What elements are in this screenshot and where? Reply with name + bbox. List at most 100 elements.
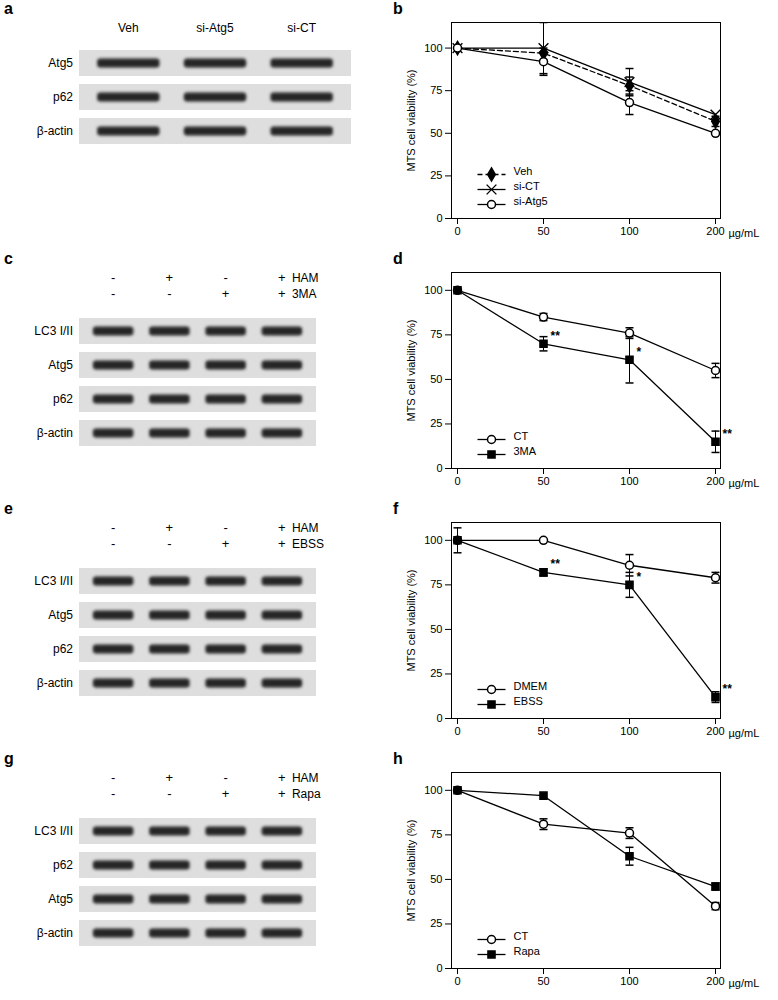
svg-text:3MA: 3MA [514,445,537,457]
svg-text:Veh: Veh [118,21,139,35]
svg-text:p62: p62 [53,642,73,656]
svg-text:LC3 I/II: LC3 I/II [34,824,73,838]
svg-text:**: ** [551,557,561,571]
svg-text:Rapa: Rapa [292,787,321,801]
svg-text:+: + [166,520,174,535]
svg-text:-: - [111,536,115,551]
svg-text:*: * [637,570,642,584]
svg-text:β-actin: β-actin [37,426,73,440]
svg-text:+: + [278,770,286,785]
svg-text:HAM: HAM [292,271,319,285]
svg-text:LC3 I/II: LC3 I/II [34,574,73,588]
svg-text:100: 100 [620,225,638,237]
svg-text:75: 75 [430,328,442,340]
svg-text:-: - [111,520,115,535]
svg-text:µg/mL: µg/mL [729,477,760,489]
svg-text:50: 50 [430,373,442,385]
svg-text:**: ** [723,682,733,696]
svg-text:p62: p62 [53,858,73,872]
svg-text:0: 0 [436,212,442,224]
svg-text:50: 50 [430,873,442,885]
svg-text:MTS cell viability (%): MTS cell viability (%) [405,319,417,421]
svg-text:µg/mL: µg/mL [729,727,760,739]
svg-text:0: 0 [436,462,442,474]
svg-text:+: + [222,536,230,551]
svg-text:-: - [167,286,171,301]
svg-text:-: - [167,536,171,551]
svg-text:-: - [167,786,171,801]
svg-text:25: 25 [430,667,442,679]
svg-text:0: 0 [454,975,460,987]
svg-text:+: + [222,286,230,301]
svg-text:*: * [637,345,642,359]
svg-text:+: + [278,270,286,285]
svg-text:75: 75 [430,828,442,840]
svg-text:HAM: HAM [292,521,319,535]
svg-text:50: 50 [537,725,549,737]
svg-text:+: + [166,770,174,785]
svg-text:**: ** [551,329,561,343]
svg-text:+: + [278,786,286,801]
svg-text:-: - [223,270,227,285]
svg-text:CT: CT [514,430,529,442]
svg-text:75: 75 [430,578,442,590]
svg-text:-: - [111,770,115,785]
svg-text:EBSS: EBSS [514,695,543,707]
svg-text:50: 50 [537,475,549,487]
svg-text:µg/mL: µg/mL [729,227,760,239]
svg-text:100: 100 [424,784,442,796]
svg-text:100: 100 [620,475,638,487]
svg-text:si-Atg5: si-Atg5 [514,195,548,207]
svg-text:CT: CT [514,930,529,942]
svg-text:-: - [111,786,115,801]
svg-text:DMEM: DMEM [514,680,548,692]
svg-text:50: 50 [537,975,549,987]
svg-text:200: 200 [706,975,724,987]
svg-text:µg/mL: µg/mL [729,977,760,989]
svg-text:50: 50 [430,127,442,139]
svg-text:75: 75 [430,84,442,96]
svg-text:-: - [111,270,115,285]
svg-text:+: + [222,786,230,801]
svg-text:200: 200 [706,475,724,487]
svg-text:+: + [278,286,286,301]
svg-text:si-CT: si-CT [514,180,541,192]
svg-text:+: + [278,520,286,535]
svg-text:100: 100 [424,42,442,54]
svg-text:25: 25 [430,169,442,181]
svg-text:MTS cell viability (%): MTS cell viability (%) [405,819,417,921]
svg-text:+: + [278,536,286,551]
svg-text:200: 200 [706,725,724,737]
svg-text:50: 50 [430,623,442,635]
svg-text:0: 0 [436,712,442,724]
svg-text:100: 100 [424,284,442,296]
svg-text:0: 0 [454,725,460,737]
svg-text:Atg5: Atg5 [48,608,73,622]
svg-text:MTS cell viability (%): MTS cell viability (%) [405,569,417,671]
svg-text:50: 50 [537,225,549,237]
svg-text:200: 200 [706,225,724,237]
svg-text:3MA: 3MA [292,287,317,301]
svg-text:100: 100 [424,534,442,546]
svg-text:0: 0 [454,225,460,237]
svg-text:**: ** [723,427,733,441]
svg-text:25: 25 [430,417,442,429]
svg-text:p62: p62 [53,392,73,406]
svg-text:Atg5: Atg5 [48,56,73,70]
svg-text:0: 0 [436,962,442,974]
svg-text:Atg5: Atg5 [48,358,73,372]
svg-text:HAM: HAM [292,771,319,785]
svg-text:si-Atg5: si-Atg5 [196,21,234,35]
svg-text:-: - [111,286,115,301]
svg-text:-: - [223,770,227,785]
svg-text:Veh: Veh [514,165,533,177]
svg-text:β-actin: β-actin [37,926,73,940]
svg-text:EBSS: EBSS [292,537,324,551]
svg-text:Rapa: Rapa [514,945,541,957]
svg-text:Atg5: Atg5 [48,892,73,906]
svg-text:0: 0 [454,475,460,487]
svg-text:-: - [223,520,227,535]
svg-text:β-actin: β-actin [37,124,73,138]
svg-text:MTS cell viability (%): MTS cell viability (%) [405,69,417,171]
svg-text:p62: p62 [53,90,73,104]
